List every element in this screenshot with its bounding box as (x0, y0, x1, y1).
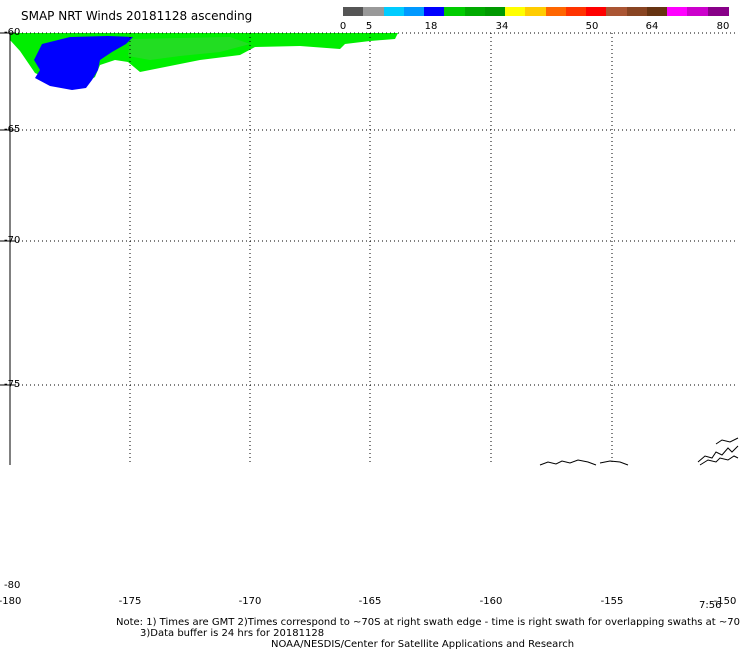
lat-label-75: -75 (4, 379, 21, 390)
colorbar-segment (484, 7, 506, 16)
coastline (539, 437, 739, 466)
lon-label-155: -155 (600, 596, 624, 607)
colorbar-tick-80: 80 (716, 21, 730, 32)
lat-label-80: -80 (4, 580, 21, 591)
colorbar-tick-5: 5 (365, 21, 373, 32)
lon-label-150: -150 (713, 596, 737, 607)
lon-label-165: -165 (358, 596, 382, 607)
grid-lines (10, 32, 738, 465)
colorbar-tick-50: 50 (585, 21, 599, 32)
colorbar-tick-64: 64 (645, 21, 659, 32)
colorbar-segment (565, 7, 587, 16)
colorbar-segment (646, 7, 668, 16)
coastline-marie-byrd-land (697, 437, 739, 466)
wind-swath (10, 33, 398, 90)
wind-swath-blue (34, 36, 133, 90)
map-title: SMAP NRT Winds 20181128 ascending (21, 9, 253, 23)
lon-label-180: -180 (0, 596, 22, 607)
colorbar-segment (464, 7, 486, 16)
colorbar-segment (606, 7, 628, 16)
footnote-line-2: 3)Data buffer is 24 hrs for 20181128 (140, 628, 325, 639)
wind-swath-light-green (128, 37, 250, 60)
lat-label-65: -65 (4, 124, 21, 135)
colorbar-segment (667, 7, 689, 16)
lon-label-170: -170 (238, 596, 262, 607)
colorbar-segment (444, 7, 466, 16)
footnote-credit: NOAA/NESDIS/Center for Satellite Applica… (271, 639, 575, 650)
lat-label-70: -70 (4, 235, 21, 246)
lon-label-160: -160 (479, 596, 503, 607)
lat-label-60: -60 (4, 27, 21, 38)
footnote-line-1: Note: 1) Times are GMT 2)Times correspon… (116, 617, 740, 628)
colorbar-segment (424, 7, 445, 16)
colorbar-segment (343, 7, 364, 16)
colorbar-segment (545, 7, 567, 16)
colorbar-tick-0: 0 (339, 21, 347, 32)
swath-time-label: 7:56 (699, 600, 722, 611)
colorbar-segment (687, 7, 709, 16)
colorbar-segment (707, 7, 729, 16)
colorbar-tick-18: 18 (424, 21, 438, 32)
colorbar-tick-34: 34 (495, 21, 509, 32)
colorbar-segment (626, 7, 648, 16)
colorbar-segment (383, 7, 405, 16)
lon-label-175: -175 (118, 596, 142, 607)
colorbar-segment (505, 7, 526, 16)
colorbar-segment (586, 7, 608, 16)
colorbar-segment (363, 7, 385, 16)
colorbar-segment (403, 7, 425, 16)
axes (0, 32, 16, 465)
coastline-ross-ice-shelf (539, 459, 629, 466)
colorbar-segment (525, 7, 547, 16)
